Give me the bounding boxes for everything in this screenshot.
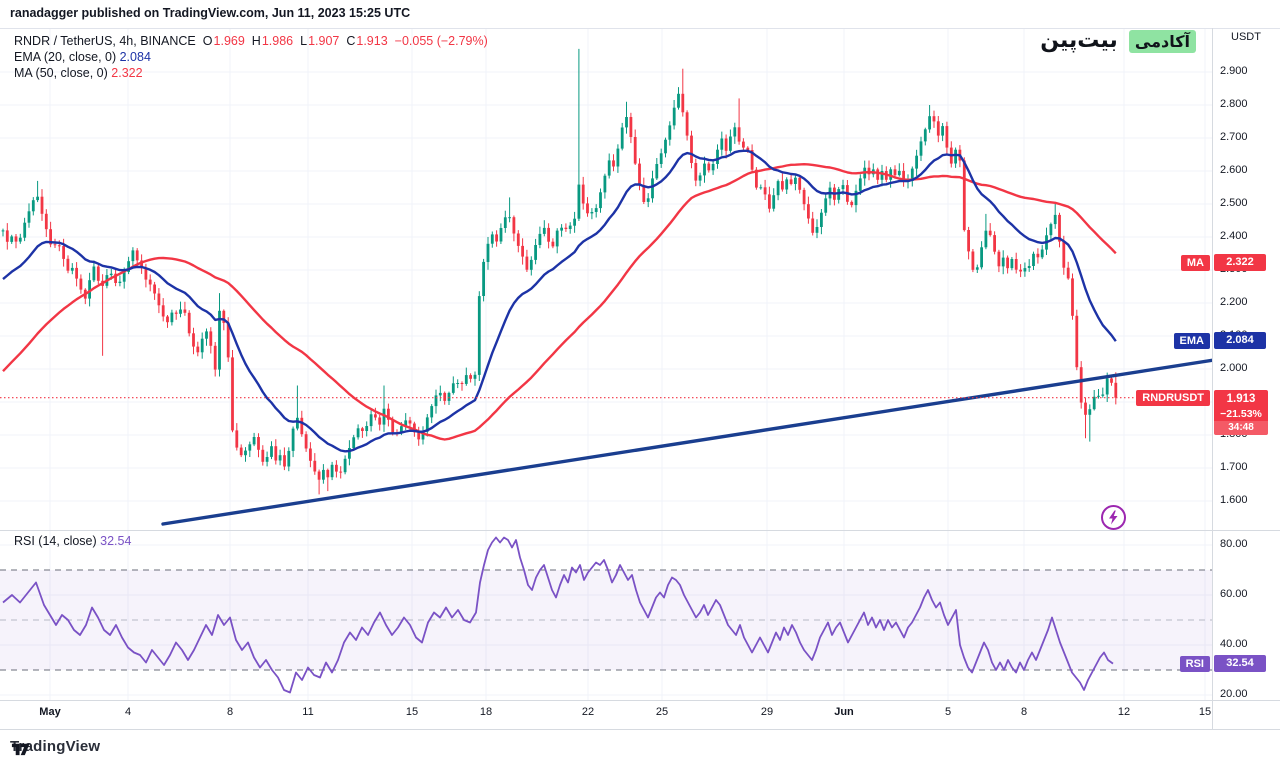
- lightning-button[interactable]: [1100, 504, 1127, 531]
- ohlc-value: 1.913: [356, 34, 388, 48]
- ohlc-value: 1.986: [261, 34, 294, 48]
- price-tick-label: 2.500: [1220, 197, 1248, 209]
- symbol-price-label: RNDRUSDT: [1136, 389, 1210, 406]
- time-tick-label: 8: [1020, 706, 1028, 718]
- time-tick-label: 4: [124, 706, 132, 718]
- ma-legend-row[interactable]: MA (50, close, 0) 2.322: [14, 66, 143, 80]
- time-tick-label: 22: [581, 706, 595, 718]
- ema-price-badge: 2.084: [1214, 332, 1266, 350]
- gridlines: [0, 28, 1212, 700]
- time-tick-label: May: [39, 706, 61, 718]
- time-tick-label: 5: [944, 706, 952, 718]
- ohlc-letter: L: [300, 34, 308, 48]
- attribution-text: ranadagger published on TradingView.com,…: [10, 6, 411, 20]
- change-value: −0.055 (−2.79%): [394, 34, 488, 48]
- rsi-tick-label: 80.00: [1220, 538, 1248, 550]
- academy-text: آکادمی: [1128, 30, 1196, 53]
- ema20-line: [2, 149, 1117, 453]
- symbol-title: RNDR / TetherUS, 4h, BINANCE: [14, 34, 196, 48]
- rsi-tick-label: 20.00: [1220, 688, 1248, 700]
- price-tick-label: 2.700: [1220, 131, 1248, 143]
- time-tick-label: 8: [226, 706, 234, 718]
- ema-line-label: EMA: [1173, 333, 1210, 350]
- time-tick-label: 29: [760, 706, 774, 718]
- ma50-line: [2, 163, 1117, 441]
- candlestick-series: [0, 48, 1212, 526]
- tradingview-logo-text: TradingView: [10, 738, 101, 755]
- tradingview-logo-icon: [11, 743, 30, 756]
- rsi-legend-value: 32.54: [100, 534, 132, 548]
- bitpin-academy-watermark: آکادمی بیت‌پین: [1040, 28, 1196, 53]
- time-tick-label: Jun: [834, 706, 854, 718]
- last-price: 1.913: [1226, 392, 1256, 405]
- symbol-legend-row[interactable]: RNDR / TetherUS, 4h, BINANCE O1.969 H1.986…: [14, 34, 488, 48]
- time-tick-label: 11: [302, 706, 314, 718]
- ema-legend-value: 2.084: [119, 50, 151, 64]
- rsi-tick-label: 40.00: [1220, 638, 1248, 650]
- rsi-line: [2, 536, 1114, 694]
- pane-separators: [0, 28, 1280, 730]
- price-tick-label: 2.600: [1220, 164, 1248, 176]
- ma-price-badge: 2.322: [1214, 253, 1266, 271]
- ohlc-letter: C: [346, 34, 356, 48]
- price-tick-label: 2.800: [1220, 98, 1248, 110]
- price-tick-label: 2.900: [1220, 65, 1248, 77]
- ohlc-letter: H: [251, 34, 261, 48]
- time-tick-label: 15: [405, 706, 419, 718]
- ma-line-label: MA: [1180, 254, 1210, 271]
- price-tick-label: 1.600: [1220, 494, 1248, 506]
- price-tick-label: 2.000: [1220, 362, 1248, 374]
- time-tick-label: 15: [1198, 706, 1212, 718]
- ema-legend-row[interactable]: EMA (20, close, 0) 2.084: [14, 50, 151, 64]
- time-tick-label: 25: [655, 706, 669, 718]
- ohlc-value: 1.969: [213, 34, 245, 48]
- rsi-legend-row[interactable]: RSI (14, close) 32.54: [14, 534, 131, 548]
- last-price-badge: 1.913 −21.53% 34:48: [1214, 389, 1268, 435]
- rsi-tick-label: 60.00: [1220, 588, 1248, 600]
- bar-countdown: 34:48: [1214, 420, 1268, 435]
- time-tick-label: 12: [1117, 706, 1131, 718]
- last-change-pct: −21.53%: [1220, 407, 1262, 420]
- ascending-trendline: [161, 358, 1212, 526]
- rsi-band: [0, 569, 1212, 671]
- ema-legend-label: EMA (20, close, 0): [14, 50, 117, 64]
- lightning-icon: [1101, 505, 1126, 530]
- ohlc-value: 1.907: [308, 34, 340, 48]
- currency-label: USDT: [1231, 31, 1261, 43]
- rsi-line-label: RSI: [1179, 655, 1210, 672]
- ma-legend-value: 2.322: [111, 66, 143, 80]
- rsi-value-badge: 32.54: [1214, 654, 1266, 672]
- price-tick-label: 2.400: [1220, 230, 1248, 242]
- ohlc-letter: O: [202, 34, 213, 48]
- ohlc-values: O1.969 H1.986 L1.907 C1.913: [196, 34, 388, 48]
- price-tick-label: 2.200: [1220, 296, 1248, 308]
- bitpin-text: بیت‌پین: [1040, 28, 1118, 53]
- tradingview-logo-link[interactable]: TradingView: [10, 738, 101, 756]
- ma-legend-label: MA (50, close, 0): [14, 66, 108, 80]
- time-tick-label: 18: [479, 706, 493, 718]
- price-tick-label: 1.700: [1220, 461, 1248, 473]
- rsi-legend-label: RSI (14, close): [14, 534, 97, 548]
